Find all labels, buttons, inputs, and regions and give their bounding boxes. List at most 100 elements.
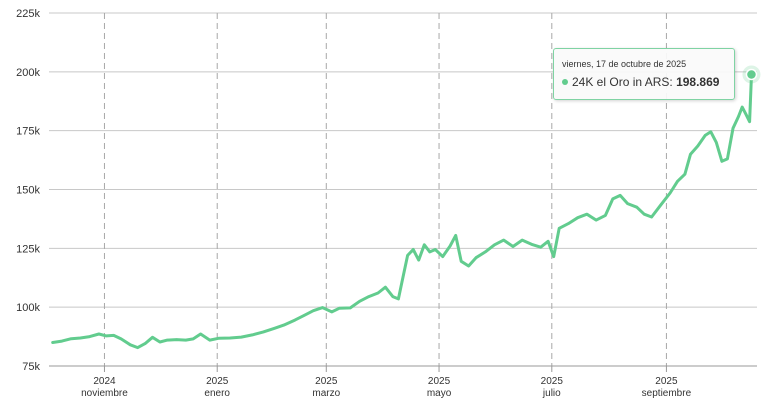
data-point [434, 248, 437, 251]
y-tick-label: 175k [16, 126, 40, 138]
y-tick-label: 125k [16, 243, 40, 255]
data-point [349, 306, 352, 310]
tooltip-date: viernes, 17 de octubre de 2025 [562, 59, 687, 69]
data-point [650, 215, 653, 219]
data-point [521, 238, 524, 242]
data-point [493, 243, 496, 246]
x-tick-month-label: enero [204, 388, 230, 399]
data-point [262, 330, 265, 334]
data-point [367, 295, 370, 298]
data-point [576, 216, 579, 219]
y-tick-label: 225k [16, 8, 40, 20]
data-point [97, 332, 101, 336]
data-point [595, 218, 598, 222]
data-point [539, 246, 542, 249]
data-point [689, 153, 692, 156]
data-point [273, 327, 276, 330]
data-point [546, 240, 550, 243]
data-point [709, 130, 712, 133]
x-tick-month-label: mayo [427, 388, 452, 399]
data-point [312, 309, 315, 312]
data-point [129, 343, 132, 346]
data-point [158, 340, 162, 344]
data-point [611, 197, 614, 201]
data-point [397, 297, 400, 301]
data-point [251, 333, 254, 337]
data-point [240, 335, 243, 339]
data-point [668, 191, 672, 195]
data-point [604, 214, 607, 217]
x-tick-year-label: 2025 [428, 376, 451, 387]
x-tick-month-label: marzo [312, 388, 340, 399]
data-point [166, 338, 169, 342]
x-tick-year-label: 2025 [655, 376, 678, 387]
data-point [585, 213, 589, 216]
x-tick-year-label: 2025 [541, 376, 564, 387]
data-point [88, 335, 91, 338]
data-point [391, 295, 394, 298]
data-point [696, 144, 699, 148]
data-point [412, 248, 415, 251]
data-point [552, 255, 555, 258]
data-point [643, 213, 646, 216]
data-point [502, 238, 505, 242]
data-point [467, 264, 470, 268]
data-point [530, 243, 533, 246]
x-tick-year-label: 2024 [93, 376, 116, 387]
data-point [484, 250, 487, 254]
x-tick-month-label: julio [542, 388, 561, 399]
data-point [619, 194, 622, 197]
y-tick-label: 200k [16, 67, 40, 79]
data-point [208, 338, 211, 342]
x-tick-month-label: septiembre [642, 388, 692, 399]
y-tick-label: 150k [16, 185, 40, 197]
x-tick-month-label: noviembre [81, 388, 128, 399]
data-point [293, 318, 297, 322]
data-point [400, 280, 404, 283]
series-dot-icon [562, 79, 568, 85]
data-point [731, 127, 735, 130]
data-point [417, 258, 420, 262]
data-point [199, 332, 202, 336]
data-point [683, 173, 687, 176]
data-point [321, 306, 324, 309]
data-point [676, 180, 679, 183]
data-point [474, 256, 478, 259]
data-point [744, 113, 748, 116]
data-point [136, 346, 139, 349]
data-point [338, 307, 341, 310]
data-point [748, 120, 751, 123]
data-point [70, 337, 73, 340]
data-point [715, 141, 718, 144]
x-tick-year-label: 2025 [206, 376, 229, 387]
data-point [454, 234, 457, 237]
data-point [626, 202, 629, 205]
data-point [567, 222, 570, 225]
data-point [282, 323, 285, 327]
data-point [143, 342, 147, 345]
data-point [511, 245, 515, 248]
data-point [229, 336, 232, 340]
y-tick-label: 75k [22, 361, 40, 373]
data-point [659, 203, 663, 206]
data-point [217, 337, 221, 340]
data-point [428, 250, 431, 254]
series-line [51, 73, 753, 350]
data-point [60, 339, 64, 343]
data-point [330, 310, 333, 314]
data-point [151, 336, 154, 339]
y-tick-label: 100k [16, 302, 40, 314]
data-point [358, 300, 361, 303]
chart-tooltip: viernes, 17 de octubre de 2025 24K el Or… [553, 48, 735, 100]
data-point [119, 337, 123, 341]
tooltip-value: 198.869 [676, 75, 720, 89]
data-point [448, 244, 452, 248]
data-point [635, 206, 638, 209]
data-point [741, 105, 744, 109]
tooltip-row: 24K el Oro in ARS: 198.869 [562, 74, 726, 90]
data-point [79, 336, 82, 340]
data-point [175, 338, 178, 341]
data-point [737, 115, 740, 118]
